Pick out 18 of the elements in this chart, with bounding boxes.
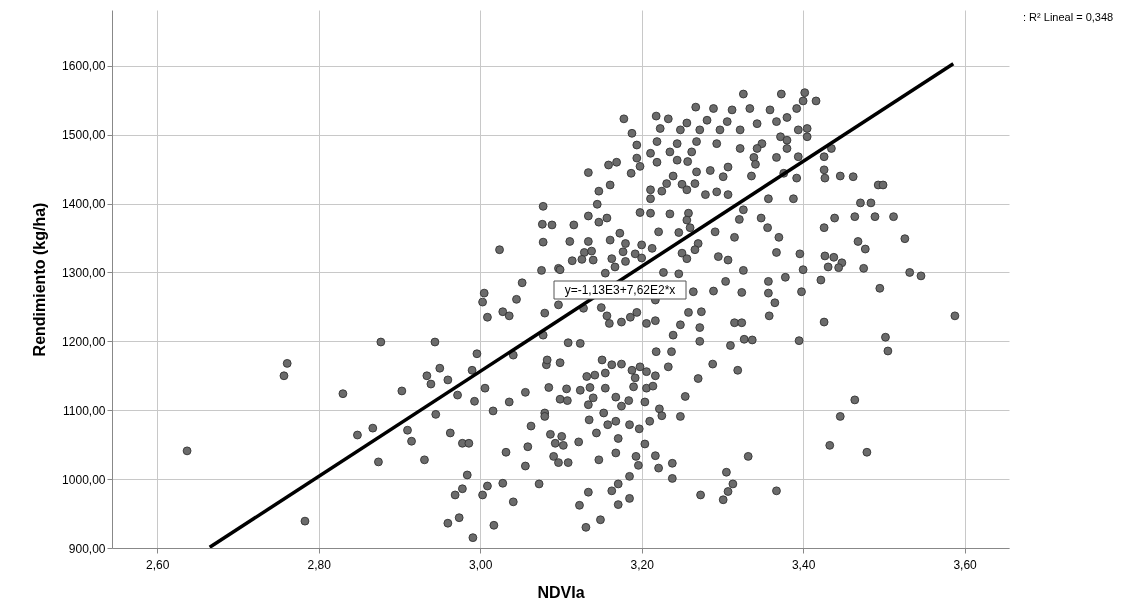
y-tick-label: 1000,00: [62, 472, 106, 487]
y-tick-label: 900,00: [68, 541, 106, 556]
y-tick-label: 1300,00: [62, 265, 106, 280]
y-tick-label: 1400,00: [62, 197, 106, 212]
x-tick-label: 2,80: [307, 557, 332, 572]
y-tick-label: 1500,00: [62, 128, 106, 143]
y-tick-label: 1200,00: [62, 334, 106, 349]
x-tick-label: 3,60: [953, 557, 978, 572]
x-tick-label: 3,20: [630, 557, 655, 572]
y-tick-label: 1100,00: [63, 403, 106, 418]
text: : R² Lineal = 0,348: [1023, 11, 1114, 23]
y-tick-label: 1600,00: [62, 59, 106, 74]
x-tick-label: 3,40: [791, 557, 816, 572]
annotation: y=-1,13E3+7,62E2*x: [564, 283, 676, 297]
y-axis-title: Rendimiento (kg/ha): [31, 202, 49, 357]
x-axis-title: NDVIa: [537, 583, 585, 601]
x-tick-label: 3,00: [468, 557, 493, 572]
x-tick-label: 2,60: [146, 557, 170, 572]
